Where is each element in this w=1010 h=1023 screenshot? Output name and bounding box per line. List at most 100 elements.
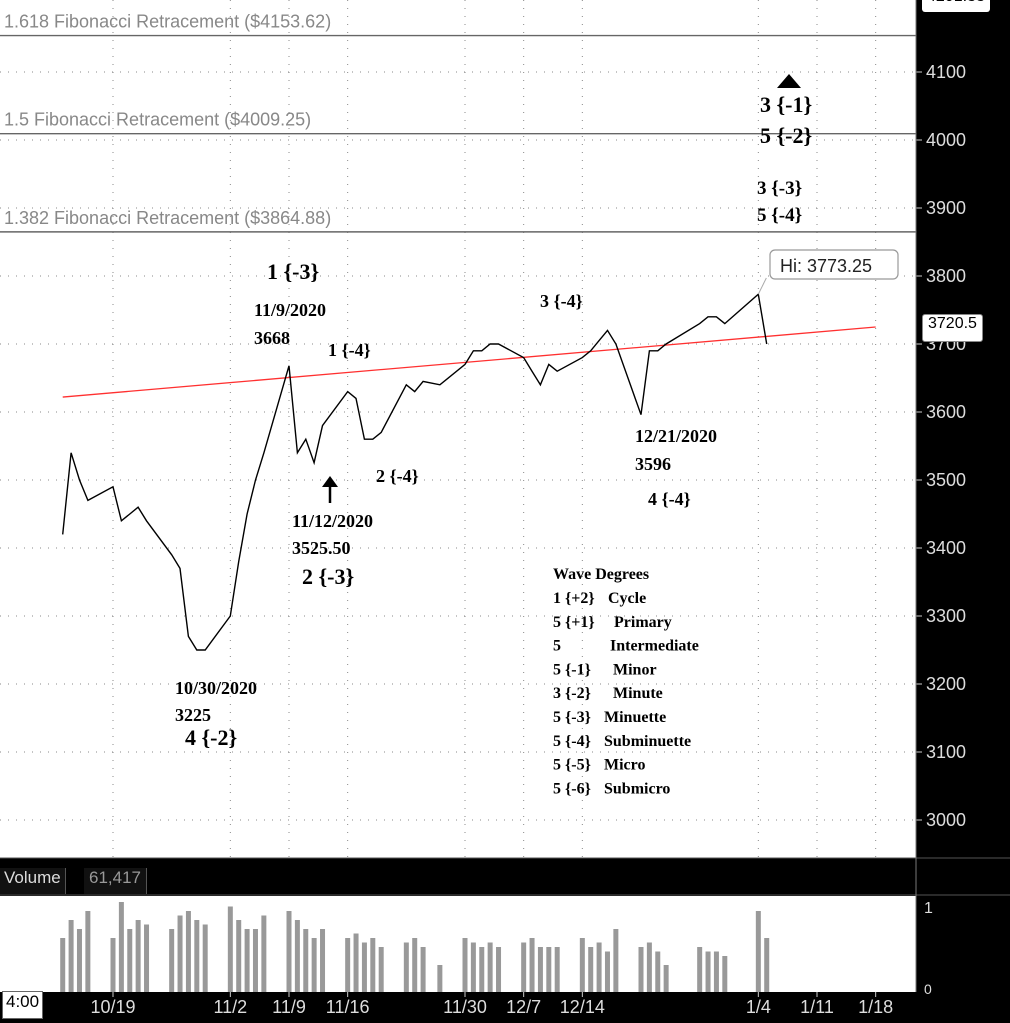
x-tick-label: 11/30 [443, 997, 487, 1017]
wave-degrees-legend: Wave Degrees 1 {+2} Cycle 5 {+1} Primary 5 Int… [553, 566, 699, 797]
y-tick-label: 3900 [926, 198, 966, 218]
volume-bar [403, 942, 409, 992]
legend-count: 5 {-1} [553, 661, 591, 678]
high-callout-box [769, 249, 899, 280]
fib-level-label: 1.618 Fibonacci Retracement ($4153.62) [4, 12, 331, 32]
annotation-date-1112: 11/12/2020 [292, 511, 373, 531]
x-tick-label: 11/9 [272, 997, 306, 1017]
wave-annotations: 3 {-1} 5 {-2} 3 {-3} 5 {-4} 1 {-3} 11/9/2020 3… [175, 92, 812, 750]
trend-line [62, 326, 876, 398]
volume-bar [479, 947, 485, 992]
fibonacci-levels: 1.618 Fibonacci Retracement ($4153.62) 1.… [0, 12, 916, 233]
volume-bar [370, 938, 376, 992]
annotation-wave-2-3: 2 {-3} [302, 564, 354, 589]
volume-bar [646, 942, 652, 992]
legend-count: 5 {-5} [553, 757, 591, 774]
annotation-wave-3-4: 3 {-4} [540, 291, 583, 311]
volume-bar [420, 947, 426, 992]
legend-name: Minute [613, 685, 663, 702]
volume-bar [303, 929, 309, 992]
y-tick-label: 3100 [926, 742, 966, 762]
annotation-wave-1-3: 1 {-3} [267, 259, 319, 284]
volume-bar [227, 906, 233, 992]
high-callout: Hi: 3773.25 [757, 249, 899, 295]
volume-bar [236, 920, 242, 992]
volume-bar [546, 947, 552, 992]
volume-bar [286, 911, 292, 992]
volume-bar [412, 938, 418, 992]
annotation-date-1030: 10/30/2020 [175, 678, 257, 698]
annotation-wave-1-4: 1 {-4} [328, 340, 371, 360]
volume-bar [487, 942, 493, 992]
x-tick-label: 10/19 [90, 997, 135, 1017]
legend-count: 5 {-3} [553, 709, 591, 726]
volume-bar [85, 911, 91, 992]
volume-bar [311, 938, 317, 992]
volume-bar [638, 947, 644, 992]
x-tick-label: 1/4 [746, 997, 771, 1017]
annotation-price-3668: 3668 [254, 328, 290, 348]
time-axis[interactable]: 10/19 11/2 11/9 11/16 11/30 12/7 12/14 1/4 1/11 1… [90, 992, 893, 1017]
volume-bar [705, 951, 711, 992]
volume-bar [529, 938, 535, 992]
annotation-wave-2-4: 2 {-4} [376, 466, 419, 486]
volume-bar [378, 947, 384, 992]
legend-count: 5 {-4} [553, 733, 591, 750]
high-callout-pointer [757, 277, 767, 295]
volume-bar [697, 947, 703, 992]
x-tick-label: 1/11 [800, 997, 834, 1017]
volume-value: 61,417 [84, 868, 147, 894]
annotation-top-wave-1: 3 {-1} [760, 92, 812, 117]
annotation-price-3596: 3596 [635, 454, 671, 474]
top-price-label: 4201.33 [922, 0, 990, 12]
x-tick-label: 11/16 [326, 997, 370, 1017]
gridlines [0, 0, 916, 858]
volume-bar [470, 942, 476, 992]
volume-bar [261, 915, 267, 992]
x-tick-label: 11/2 [213, 997, 247, 1017]
annotation-date-1221: 12/21/2020 [635, 426, 717, 446]
legend-name: Cycle [608, 590, 646, 607]
price-plot-area[interactable] [0, 0, 916, 858]
annotation-date-1109: 11/9/2020 [254, 300, 326, 320]
x-tick-label: 12/14 [560, 997, 605, 1017]
volume-bar [604, 951, 610, 992]
legend-title: Wave Degrees [553, 566, 649, 583]
y-tick-label: 3200 [926, 674, 966, 694]
legend-count: 5 {-6} [553, 780, 591, 797]
high-callout-label: Hi: 3773.25 [780, 256, 872, 276]
volume-title: Volume [0, 868, 66, 894]
volume-axis: 10 [924, 900, 933, 997]
volume-bar [135, 920, 141, 992]
volume-bar [521, 942, 527, 992]
legend-count: 1 {+2} [553, 590, 595, 607]
volume-bar [127, 929, 133, 992]
volume-bar [110, 938, 116, 992]
volume-bar [202, 924, 208, 992]
x-tick-label: 1/18 [858, 997, 893, 1017]
volume-plot-area[interactable] [0, 896, 916, 992]
volume-bar [755, 911, 761, 992]
volume-bar [353, 933, 359, 992]
annotation-mid-wave-2: 5 {-4} [757, 205, 802, 226]
volume-bar [537, 947, 543, 992]
volume-bar [345, 938, 351, 992]
volume-bar [169, 929, 175, 992]
legend-count: 3 {-2} [553, 685, 591, 702]
volume-bar [244, 929, 250, 992]
volume-tick-label: 0 [924, 981, 932, 997]
volume-bar [655, 951, 661, 992]
y-tick-label: 3300 [926, 606, 966, 626]
y-tick-label: 4100 [926, 62, 966, 82]
price-axis[interactable]: 3000310032003300340035003600370038003900… [916, 62, 966, 830]
volume-bar [194, 920, 200, 992]
y-tick-label: 4000 [926, 130, 966, 150]
volume-bar [185, 911, 191, 992]
volume-bar [437, 965, 443, 992]
legend-count: 5 [553, 638, 561, 655]
y-tick-label: 3600 [926, 402, 966, 422]
volume-bars [60, 902, 770, 992]
legend-name: Primary [614, 614, 672, 631]
legend-count: 5 {+1} [553, 614, 595, 631]
